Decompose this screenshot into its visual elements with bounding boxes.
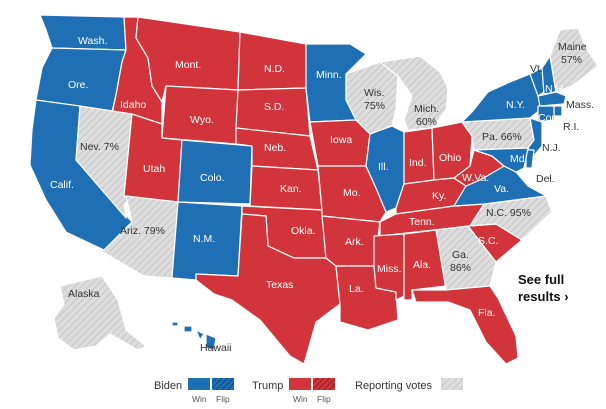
- state-conn[interactable]: [537, 105, 555, 123]
- label-nev-name: Nev.: [80, 141, 101, 153]
- see-full-results-line1[interactable]: See full: [518, 272, 564, 287]
- label-okla: Okla.: [291, 225, 316, 237]
- legend-biden-flip: Flip: [216, 394, 230, 404]
- state-ga[interactable]: [435, 225, 497, 291]
- label-minn: Minn.: [316, 69, 342, 81]
- label-utah: Utah: [143, 163, 165, 175]
- label-calif: Calif.: [50, 179, 74, 191]
- label-nj: N.J.: [542, 142, 561, 154]
- state-fla[interactable]: [411, 285, 519, 365]
- label-nev: Nev. 7%: [80, 141, 119, 153]
- label-ind: Ind.: [409, 157, 427, 169]
- label-mo: Mo.: [343, 187, 361, 199]
- see-full-results-link[interactable]: See full results ›: [518, 272, 569, 304]
- label-ohio: Ohio: [439, 152, 461, 164]
- label-nd: N.D.: [264, 63, 285, 75]
- label-wyo: Wyo.: [190, 114, 214, 126]
- state-mass[interactable]: [537, 91, 567, 107]
- label-ky: Ky.: [432, 190, 446, 202]
- chevron-right-icon[interactable]: ›: [564, 289, 568, 304]
- label-pa-name: Pa.: [482, 131, 498, 143]
- label-ariz-name: Ariz.: [120, 225, 141, 237]
- label-va: Va.: [494, 183, 509, 195]
- label-miss: Miss.: [377, 263, 402, 275]
- label-wis: Wis.: [364, 87, 384, 99]
- label-ala: Ala.: [413, 259, 431, 271]
- see-full-results-line2[interactable]: results ›: [518, 289, 569, 304]
- label-tenn: Tenn.: [409, 216, 435, 228]
- label-pa: Pa. 66%: [482, 131, 522, 143]
- label-ri: R.I.: [563, 121, 579, 133]
- label-neb: Neb.: [264, 142, 286, 154]
- state-maine[interactable]: [549, 27, 599, 93]
- label-hawaii: Hawaii: [200, 342, 232, 354]
- label-ny: N.Y.: [506, 99, 525, 111]
- label-pa-pct: 66%: [501, 131, 522, 143]
- legend-reporting-label: Reporting votes: [355, 380, 433, 392]
- label-la: La.: [349, 283, 364, 295]
- label-mich-pct: 60%: [416, 116, 437, 128]
- legend-reporting-swatch: [441, 378, 463, 390]
- legend-biden-win-swatch: [188, 378, 210, 390]
- label-texas: Texas: [266, 279, 293, 291]
- label-nc-name: N.C.: [486, 207, 507, 219]
- label-mont: Mont.: [175, 59, 201, 71]
- label-del: Del.: [536, 173, 555, 185]
- state-del[interactable]: [525, 149, 535, 169]
- label-maine: Maine: [558, 41, 587, 53]
- label-wis-pct: 75%: [364, 100, 385, 112]
- label-idaho: Idaho: [120, 99, 146, 111]
- legend-trump-label: Trump: [252, 380, 283, 392]
- state-ind[interactable]: [403, 127, 435, 185]
- legend-biden-win: Win: [192, 394, 207, 404]
- legend-trump-flip: Flip: [317, 394, 331, 404]
- see-full-results-text[interactable]: results: [518, 289, 561, 304]
- label-mich: Mich.: [414, 103, 439, 115]
- label-wash: Wash.: [78, 35, 107, 47]
- label-wis-name: Wis.: [364, 87, 384, 99]
- label-nm: N.M.: [193, 233, 215, 245]
- label-alaska: Alaska: [68, 288, 100, 300]
- label-md: Md.: [510, 153, 528, 165]
- label-mass: Mass.: [566, 99, 594, 111]
- label-nc-pct: 95%: [510, 207, 531, 219]
- legend-biden-label: Biden: [154, 380, 182, 392]
- legend-trump-flip-swatch: [313, 378, 335, 390]
- legend-trump-win: Win: [293, 394, 308, 404]
- label-iowa: Iowa: [330, 134, 352, 146]
- state-alaska[interactable]: [53, 275, 147, 351]
- state-nd[interactable]: [237, 31, 307, 91]
- legend: Biden Win Flip Trump Win Flip Reporting …: [154, 378, 463, 404]
- label-sd: S.D.: [264, 101, 284, 113]
- label-ore: Ore.: [68, 79, 88, 91]
- label-ariz: Ariz. 79%: [120, 225, 165, 237]
- label-colo: Colo.: [200, 172, 225, 184]
- label-nh: N.H.: [545, 83, 566, 95]
- state-ny[interactable]: [461, 73, 541, 123]
- legend-biden-flip-swatch: [212, 378, 234, 390]
- label-ariz-pct: 79%: [144, 225, 165, 237]
- state-texas[interactable]: [195, 213, 341, 365]
- label-ill: Ill.: [378, 161, 389, 173]
- label-maine-pct: 57%: [561, 54, 582, 66]
- label-ga: Ga.: [452, 249, 469, 261]
- label-ga-pct: 86%: [450, 262, 471, 274]
- label-vt: Vt.: [530, 63, 543, 75]
- label-wva: W.Va.: [462, 172, 489, 184]
- label-conn: Conn.: [538, 112, 566, 124]
- state-md[interactable]: [473, 147, 529, 173]
- label-ark: Ark.: [345, 236, 364, 248]
- legend-trump-win-swatch: [289, 378, 311, 390]
- label-nc: N.C. 95%: [486, 207, 531, 219]
- state-hawaii[interactable]: [171, 321, 217, 351]
- label-sc: S.C.: [478, 235, 498, 247]
- label-kan: Kan.: [280, 183, 302, 195]
- label-nev-pct: 7%: [104, 141, 119, 153]
- label-fla: Fla.: [478, 307, 496, 319]
